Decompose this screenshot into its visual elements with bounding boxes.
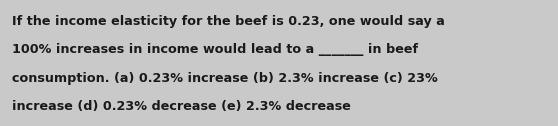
Text: 100% increases in income would lead to a _______ in beef: 100% increases in income would lead to a…: [12, 43, 418, 56]
Text: increase (d) 0.23% decrease (e) 2.3% decrease: increase (d) 0.23% decrease (e) 2.3% dec…: [12, 100, 351, 113]
Text: consumption. (a) 0.23% increase (b) 2.3% increase (c) 23%: consumption. (a) 0.23% increase (b) 2.3%…: [12, 72, 438, 85]
Text: If the income elasticity for the beef is 0.23, one would say a: If the income elasticity for the beef is…: [12, 15, 445, 28]
